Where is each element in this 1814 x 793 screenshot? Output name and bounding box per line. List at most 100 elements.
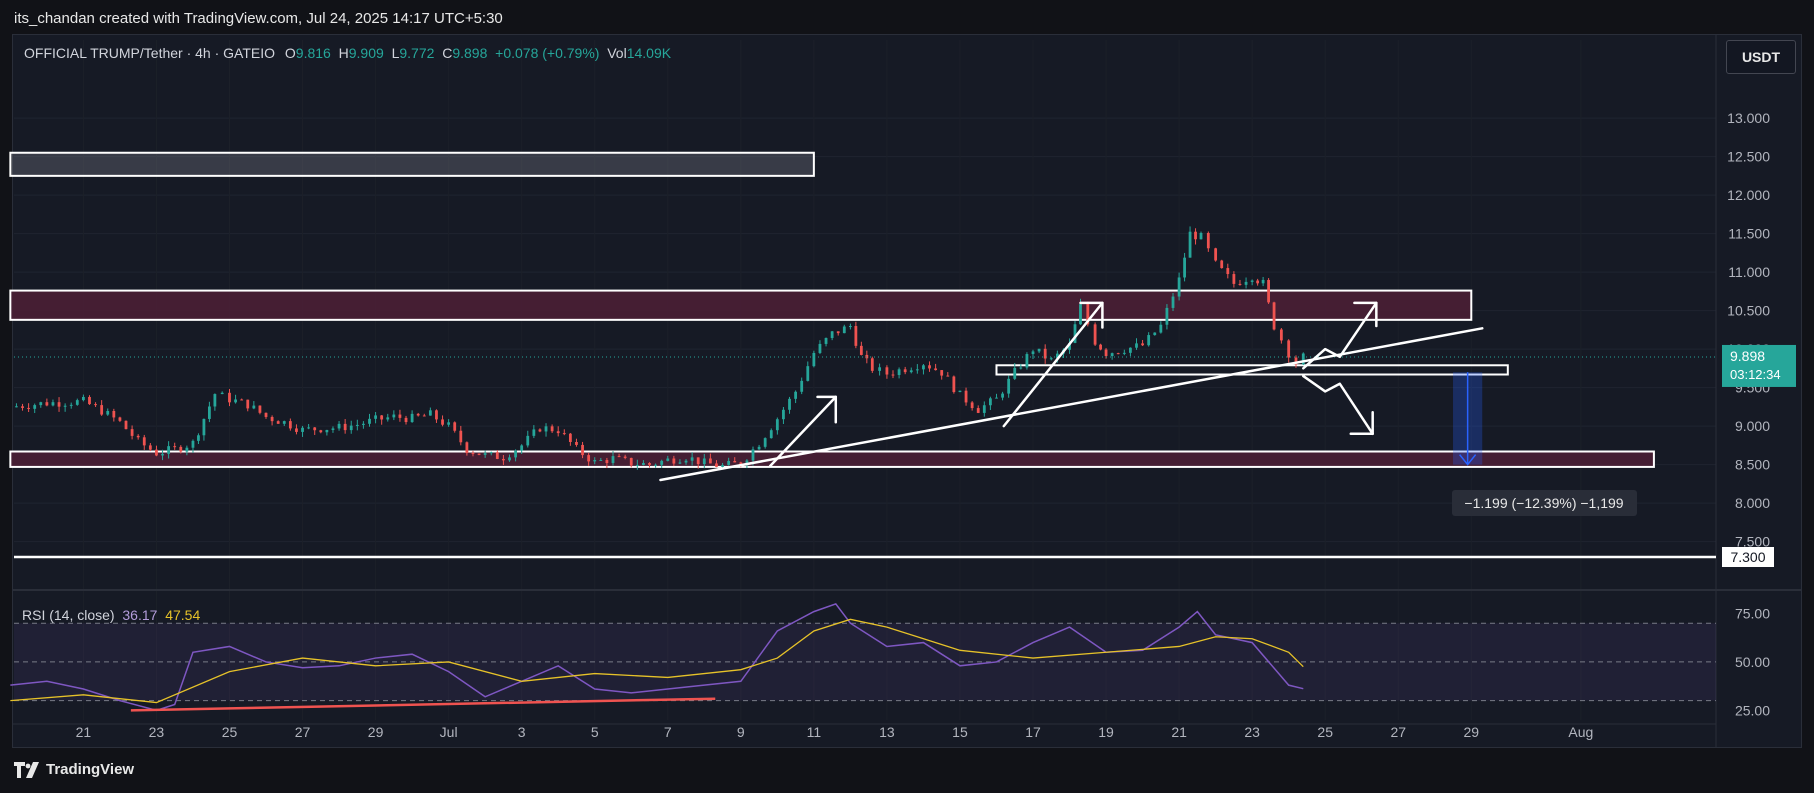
candle-body[interactable] bbox=[1267, 279, 1270, 303]
candle-body[interactable] bbox=[386, 417, 390, 420]
candle-body[interactable] bbox=[1122, 352, 1126, 354]
candle-body[interactable] bbox=[775, 419, 779, 431]
candle-body[interactable] bbox=[617, 456, 621, 458]
candle-body[interactable] bbox=[39, 402, 43, 406]
candle-body[interactable] bbox=[213, 394, 217, 407]
candle-body[interactable] bbox=[307, 427, 311, 429]
candle-body[interactable] bbox=[495, 452, 499, 459]
candle-body[interactable] bbox=[623, 456, 627, 458]
candle-body[interactable] bbox=[301, 427, 304, 432]
candle-body[interactable] bbox=[508, 457, 511, 461]
candle-body[interactable] bbox=[63, 405, 67, 407]
candle-body[interactable] bbox=[1079, 304, 1082, 325]
rsi-divergence-line[interactable] bbox=[130, 697, 716, 712]
candle-body[interactable] bbox=[581, 444, 584, 456]
bearish-arrow-head[interactable] bbox=[1349, 410, 1374, 436]
candle-body[interactable] bbox=[220, 392, 224, 395]
candle-body[interactable] bbox=[349, 425, 353, 431]
candle-body[interactable] bbox=[818, 343, 822, 353]
candle-body[interactable] bbox=[1129, 347, 1132, 353]
candle-body[interactable] bbox=[514, 450, 517, 458]
candle-body[interactable] bbox=[1171, 296, 1175, 308]
candle-body[interactable] bbox=[75, 400, 79, 405]
candle-body[interactable] bbox=[1099, 344, 1102, 350]
candle-body[interactable] bbox=[544, 426, 548, 432]
candle-body[interactable] bbox=[252, 405, 256, 409]
candle-body[interactable] bbox=[1013, 367, 1017, 379]
candle-body[interactable] bbox=[264, 412, 268, 417]
candle-body[interactable] bbox=[800, 380, 804, 392]
candle-body[interactable] bbox=[788, 398, 791, 410]
candle-body[interactable] bbox=[1141, 343, 1144, 346]
candle-body[interactable] bbox=[288, 421, 292, 429]
candle-body[interactable] bbox=[45, 402, 49, 406]
candle-body[interactable] bbox=[337, 423, 341, 429]
candle-body[interactable] bbox=[398, 414, 402, 418]
candle-body[interactable] bbox=[1116, 353, 1120, 355]
candle-body[interactable] bbox=[599, 459, 603, 461]
candle-body[interactable] bbox=[94, 404, 97, 406]
candle-body[interactable] bbox=[483, 453, 487, 455]
candle-body[interactable] bbox=[234, 399, 237, 403]
candle-body[interactable] bbox=[459, 430, 463, 443]
candle-body[interactable] bbox=[1238, 283, 1242, 285]
candle-body[interactable] bbox=[465, 442, 469, 454]
candle-body[interactable] bbox=[410, 413, 414, 423]
candle-body[interactable] bbox=[562, 433, 566, 435]
candle-body[interactable] bbox=[1294, 357, 1298, 365]
candle-body[interactable] bbox=[715, 463, 718, 467]
candle-body[interactable] bbox=[471, 453, 475, 455]
candle-body[interactable] bbox=[1049, 358, 1053, 360]
candle-body[interactable] bbox=[958, 390, 962, 393]
candle-body[interactable] bbox=[1086, 304, 1090, 325]
candle-body[interactable] bbox=[782, 409, 785, 420]
candle-body[interactable] bbox=[727, 460, 731, 465]
candle-body[interactable] bbox=[946, 375, 950, 377]
candle-body[interactable] bbox=[909, 370, 913, 373]
candle-body[interactable] bbox=[763, 438, 767, 447]
candle-body[interactable] bbox=[81, 396, 85, 401]
candle-body[interactable] bbox=[276, 421, 280, 424]
candle-body[interactable] bbox=[148, 445, 152, 450]
candle-body[interactable] bbox=[435, 410, 438, 420]
candle-body[interactable] bbox=[684, 460, 688, 463]
candle-body[interactable] bbox=[1214, 248, 1218, 261]
candle-body[interactable] bbox=[374, 415, 377, 419]
candle-body[interactable] bbox=[295, 428, 298, 432]
candle-body[interactable] bbox=[964, 390, 968, 403]
candle-body[interactable] bbox=[952, 376, 956, 393]
candle-body[interactable] bbox=[428, 410, 432, 416]
candle-body[interactable] bbox=[191, 440, 195, 448]
candle-body[interactable] bbox=[721, 464, 724, 467]
candle-body[interactable] bbox=[33, 405, 37, 409]
candle-body[interactable] bbox=[605, 459, 609, 464]
candle-body[interactable] bbox=[587, 455, 591, 462]
arrow-shaft-2[interactable] bbox=[1002, 301, 1104, 428]
candle-body[interactable] bbox=[982, 405, 986, 413]
candle-body[interactable] bbox=[477, 453, 481, 455]
candle-body[interactable] bbox=[51, 402, 55, 406]
candle-body[interactable] bbox=[891, 374, 895, 376]
candle-body[interactable] bbox=[1104, 349, 1108, 357]
candle-body[interactable] bbox=[282, 421, 286, 424]
candle-body[interactable] bbox=[208, 406, 211, 419]
candle-body[interactable] bbox=[416, 413, 420, 416]
candle-body[interactable] bbox=[885, 367, 889, 375]
candle-body[interactable] bbox=[1177, 277, 1181, 297]
candle-body[interactable] bbox=[118, 417, 122, 421]
candle-body[interactable] bbox=[1159, 324, 1163, 333]
candle-body[interactable] bbox=[185, 447, 189, 452]
candle-body[interactable] bbox=[502, 458, 505, 461]
price-zone-gray[interactable] bbox=[9, 151, 815, 177]
candle-body[interactable] bbox=[830, 331, 834, 339]
current-price-tag[interactable] bbox=[1722, 344, 1796, 387]
candle-body[interactable] bbox=[593, 460, 597, 462]
candle-body[interactable] bbox=[27, 407, 31, 409]
candle-body[interactable] bbox=[842, 326, 846, 334]
candle-body[interactable] bbox=[538, 429, 542, 432]
candle-body[interactable] bbox=[453, 422, 457, 431]
candle-body[interactable] bbox=[1007, 378, 1011, 394]
candle-body[interactable] bbox=[757, 446, 761, 450]
candle-body[interactable] bbox=[836, 331, 840, 334]
